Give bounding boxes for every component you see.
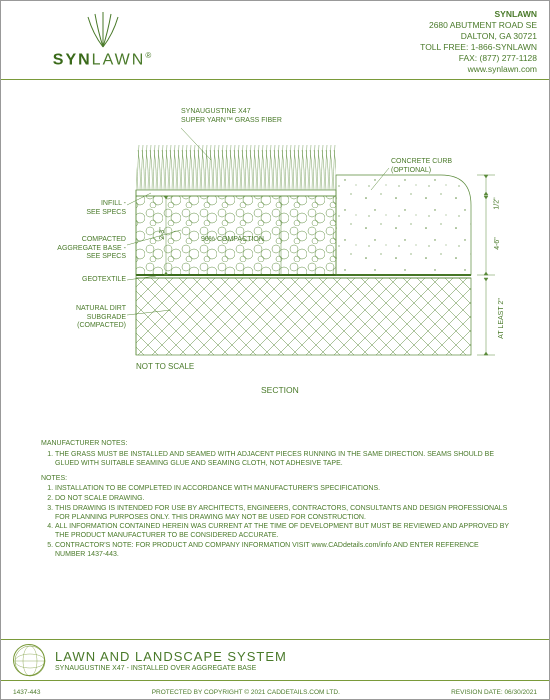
label-section: SECTION — [261, 385, 299, 395]
mfr-notes-title: MANUFACTURER NOTES: — [41, 440, 509, 449]
dim-2: AT LEAST 2" — [498, 298, 505, 339]
footer: 1437-443 PROTECTED BY COPYRIGHT © 2021 C… — [13, 689, 537, 696]
label-grass: SYNAUGUSTINE X47 SUPER YARN™ GRASS FIBER — [181, 108, 341, 125]
note-item: INSTALLATION TO BE COMPLETED IN ACCORDAN… — [55, 485, 509, 494]
label-geotextile: GEOTEXTILE — [56, 276, 126, 283]
footer-ref: 1437-443 — [13, 689, 40, 696]
footer-revision: REVISION DATE: 06/30/2021 — [451, 689, 537, 696]
footer-copyright: PROTECTED BY COPYRIGHT © 2021 CADDETAILS… — [152, 689, 340, 696]
logo-text: SYNLAWN® — [53, 51, 153, 69]
gen-notes-list: INSTALLATION TO BE COMPLETED IN ACCORDAN… — [55, 485, 509, 559]
dim-46: 4-6" — [494, 237, 501, 250]
company-info: SYNLAWN 2680 ABUTMENT ROAD SE DALTON, GA… — [420, 9, 537, 75]
gen-notes-title: NOTES: — [41, 475, 509, 484]
title-sub: SYNAUGUSTINE X47 - INSTALLED OVER AGGREG… — [55, 665, 287, 672]
label-dirt: NATURAL DIRT SUBGRADE (COMPACTED) — [41, 305, 126, 330]
company-web: www.synlawn.com — [420, 64, 537, 75]
note-item: ALL INFORMATION CONTAINED HEREIN WAS CUR… — [55, 523, 509, 541]
title-text: LAWN AND LANDSCAPE SYSTEM SYNAUGUSTINE X… — [55, 649, 287, 672]
note-item: DO NOT SCALE DRAWING. — [55, 495, 509, 504]
dim-12: 1/2" — [494, 198, 501, 210]
company-tollfree: TOLL FREE: 1-866-SYNLAWN — [420, 42, 537, 53]
company-name: SYNLAWN — [420, 9, 537, 20]
note-item: THE GRASS MUST BE INSTALLED AND SEAMED W… — [55, 451, 509, 469]
page: SYNLAWN® SYNLAWN 2680 ABUTMENT ROAD SE D… — [0, 0, 550, 700]
label-curb: CONCRETE CURB (OPTIONAL) — [391, 158, 511, 175]
label-compaction: 90% COMPACTION — [201, 236, 264, 243]
section-drawing: SYNAUGUSTINE X47 SUPER YARN™ GRASS FIBER… — [1, 100, 549, 400]
mfr-notes-list: THE GRASS MUST BE INSTALLED AND SEAMED W… — [55, 451, 509, 469]
logo-icon — [73, 9, 133, 49]
title-block: LAWN AND LANDSCAPE SYSTEM SYNAUGUSTINE X… — [1, 639, 549, 681]
header: SYNLAWN® SYNLAWN 2680 ABUTMENT ROAD SE D… — [1, 1, 549, 80]
company-addr1: 2680 ABUTMENT ROAD SE — [420, 20, 537, 31]
label-infill: INFILL - SEE SPECS — [56, 200, 126, 217]
logo: SYNLAWN® — [13, 9, 193, 75]
title-main: LAWN AND LANDSCAPE SYSTEM — [55, 649, 287, 664]
note-item: THIS DRAWING IS INTENDED FOR USE BY ARCH… — [55, 505, 509, 523]
note-item: CONTRACTOR'S NOTE: FOR PRODUCT AND COMPA… — [55, 542, 509, 560]
company-addr2: DALTON, GA 30721 — [420, 31, 537, 42]
company-fax: FAX: (877) 277-1128 — [420, 53, 537, 64]
label-nts: NOT TO SCALE — [136, 362, 194, 371]
globe-icon — [13, 644, 45, 676]
notes-block: MANUFACTURER NOTES: THE GRASS MUST BE IN… — [1, 440, 549, 559]
label-aggregate: COMPACTED AGGREGATE BASE - SEE SPECS — [31, 236, 126, 261]
dim-23: 2-3" — [159, 227, 166, 240]
